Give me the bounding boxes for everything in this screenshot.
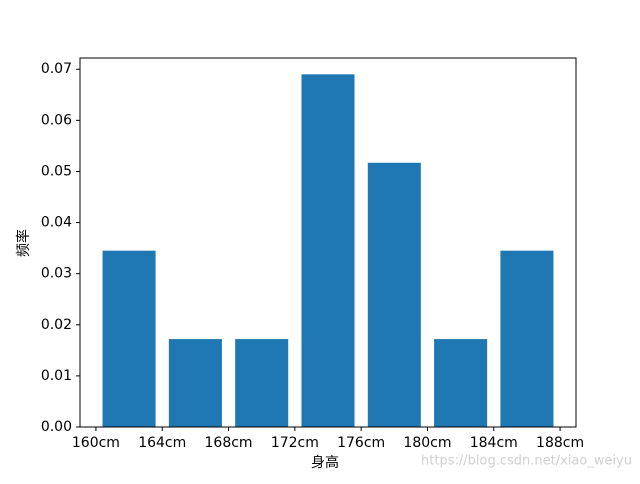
x-tick-label: 164cm: [138, 435, 186, 451]
y-tick-label: 0.01: [41, 368, 72, 384]
x-tick-label: 184cm: [470, 435, 518, 451]
watermark: https://blog.csdn.net/xiao_weiyu: [421, 454, 632, 469]
x-tick-label: 160cm: [72, 435, 120, 451]
y-tick-label: 0.02: [41, 317, 72, 333]
y-tick-label: 0.05: [41, 163, 72, 179]
bar: [102, 250, 156, 427]
bar: [367, 162, 421, 427]
x-tick-label: 172cm: [271, 435, 319, 451]
x-tick-label: 168cm: [205, 435, 253, 451]
bar: [500, 250, 554, 427]
y-axis-label: 频率: [15, 229, 32, 257]
x-tick-label: 176cm: [337, 435, 385, 451]
x-axis-label: 身高: [311, 454, 339, 471]
bar: [434, 339, 488, 427]
x-tick-label: 188cm: [536, 435, 584, 451]
bar: [235, 339, 289, 427]
y-tick-label: 0.04: [41, 215, 72, 231]
bar: [301, 74, 355, 428]
y-tick-label: 0.00: [41, 419, 72, 435]
x-tick-label: 180cm: [403, 435, 451, 451]
y-tick-label: 0.03: [41, 266, 72, 282]
bar: [168, 339, 222, 427]
plot-frame: [79, 57, 577, 428]
y-tick-label: 0.06: [41, 112, 72, 128]
y-tick-label: 0.07: [41, 61, 72, 77]
